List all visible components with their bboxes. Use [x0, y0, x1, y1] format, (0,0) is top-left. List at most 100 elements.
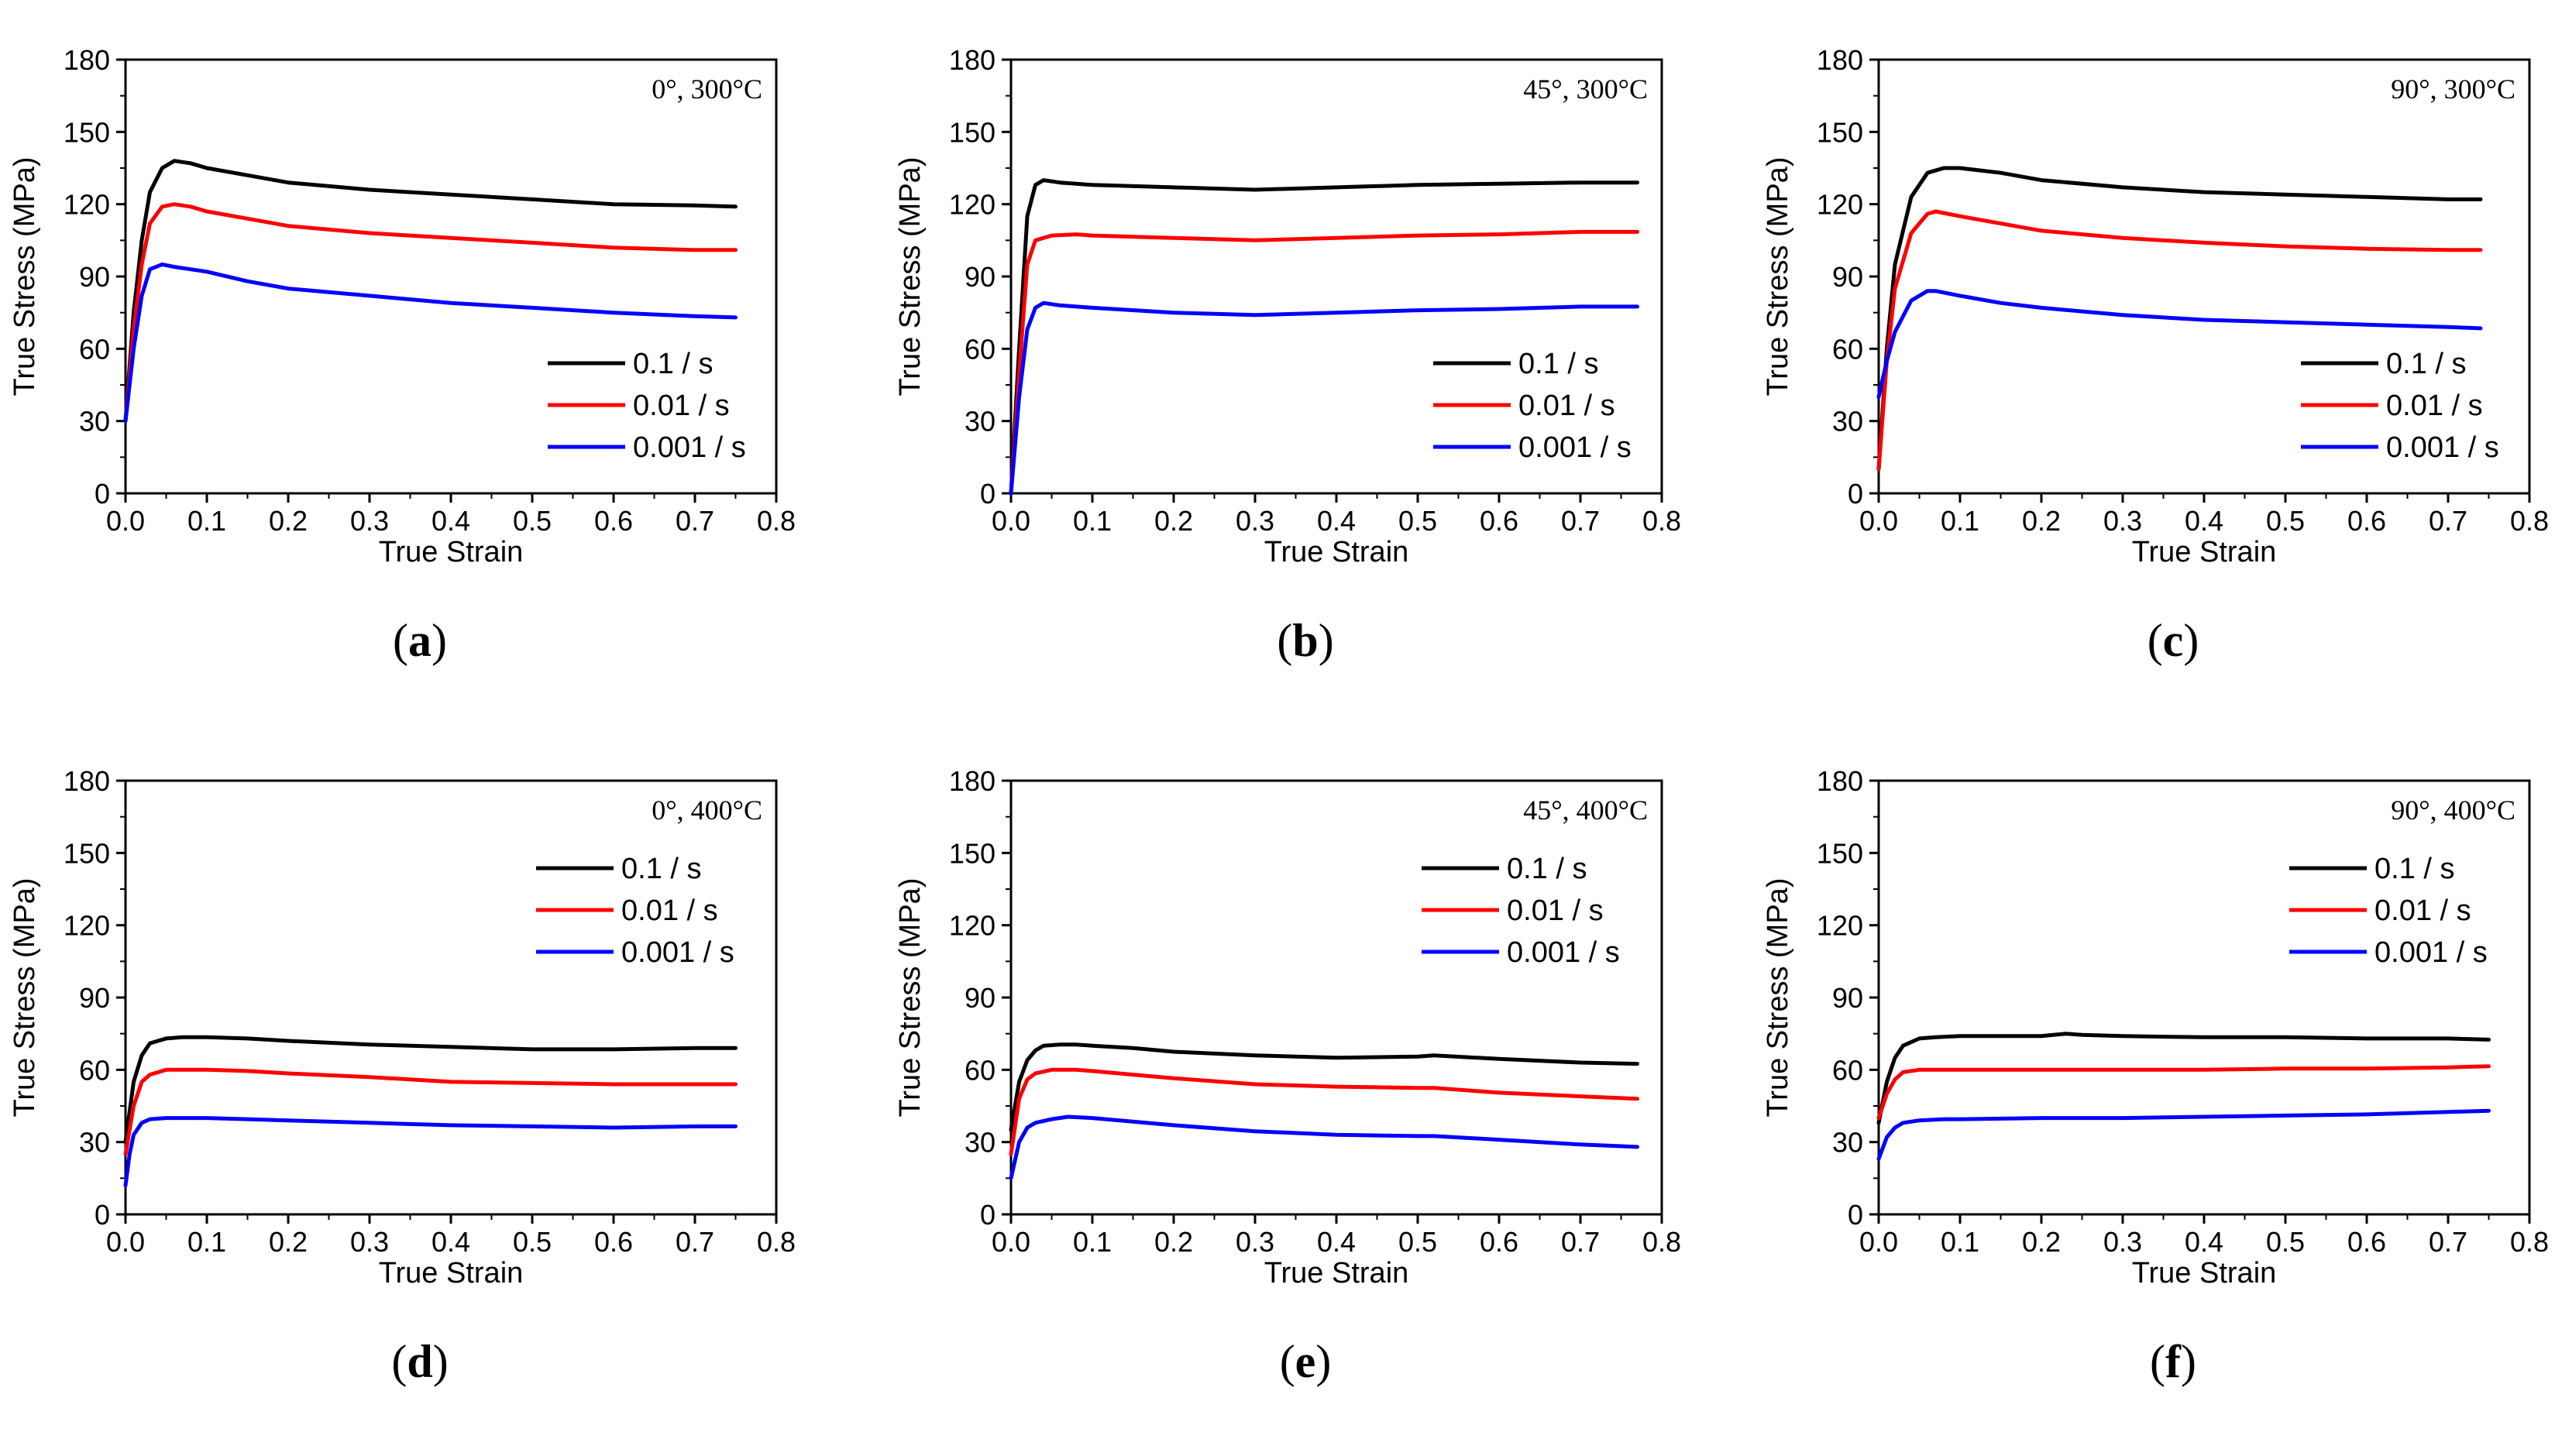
- y-tick-label: 90: [1832, 982, 1863, 1014]
- panel-label: (e): [1280, 1336, 1332, 1387]
- x-tick-label: 0.1: [187, 505, 226, 537]
- y-tick-label: 180: [1817, 765, 1863, 797]
- plot-frame: [1877, 779, 2531, 1216]
- legend-label: 0.01 / s: [633, 390, 730, 422]
- x-tick-label: 0.2: [2022, 505, 2061, 537]
- y-tick-label: 120: [949, 189, 996, 221]
- series-line-0.1s: [1876, 1032, 2491, 1125]
- x-tick-label: 0.4: [2185, 505, 2223, 537]
- legend-label: 0.01 / s: [2386, 390, 2483, 422]
- x-tick-label: 0.3: [350, 1226, 389, 1258]
- y-tick-label: 150: [949, 116, 996, 148]
- x-tick-label: 0.8: [2510, 1226, 2549, 1258]
- y-axis-title: True Stress (MPa): [894, 878, 927, 1118]
- series-line-0.001s: [123, 1116, 738, 1188]
- y-tick-label: 180: [949, 44, 996, 76]
- x-axis-title: True Strain: [2132, 536, 2277, 568]
- y-tick-label: 60: [1832, 1054, 1863, 1086]
- chart-panel-b: 0.0 0.1 0.2 0.3 0.4 0.5 0.6 0.7 0.8 0 30 60 90 120 150…: [894, 44, 1681, 666]
- chart-panel-e: 0.0 0.1 0.2 0.3 0.4 0.5 0.6 0.7 0.8 0 30 60 90 120 150…: [894, 765, 1681, 1387]
- x-tick-label: 0.6: [1480, 1226, 1518, 1258]
- condition-annotation: 0°, 400°C: [652, 795, 762, 826]
- chart-panel-a: 0.0 0.1 0.2 0.3 0.4 0.5 0.6 0.7 0.8 0 30 60 90 120 150…: [9, 44, 796, 666]
- legend-label: 0.01 / s: [621, 895, 718, 927]
- y-tick-label: 30: [79, 406, 110, 438]
- x-tick-label: 0.5: [2266, 1226, 2305, 1258]
- legend-label: 0.1 / s: [2374, 853, 2455, 885]
- legend-label: 0.1 / s: [633, 348, 714, 380]
- y-tick-label: 90: [1832, 261, 1863, 293]
- series-line-0.01s: [1876, 209, 2483, 472]
- y-tick-label: 150: [64, 837, 110, 869]
- x-tick-label: 0.0: [106, 1226, 145, 1258]
- panel-label: (f): [2150, 1336, 2196, 1387]
- x-tick-label: 0.3: [2103, 1226, 2142, 1258]
- series-line-0.01s: [1009, 229, 1639, 496]
- y-tick-label: 60: [965, 1054, 996, 1086]
- x-axis-title: True Strain: [379, 1257, 524, 1289]
- legend-label: 0.1 / s: [621, 853, 702, 885]
- legend-label: 0.001 / s: [1507, 936, 1620, 969]
- y-tick-label: 0: [1848, 478, 1863, 510]
- legend-label: 0.1 / s: [1507, 853, 1587, 885]
- plot-frame: [1009, 779, 1663, 1216]
- x-tick-label: 0.4: [1317, 1226, 1356, 1258]
- y-tick-label: 150: [949, 837, 996, 869]
- x-tick-label: 0.3: [1236, 505, 1274, 537]
- series-line-0.01s: [123, 202, 738, 424]
- legend-label: 0.001 / s: [621, 936, 734, 969]
- x-tick-label: 0.8: [1642, 1226, 1681, 1258]
- plot-frame: [1009, 58, 1663, 495]
- x-tick-label: 0.7: [2429, 505, 2467, 537]
- y-tick-label: 30: [965, 1127, 996, 1159]
- x-tick-label: 0.1: [187, 1226, 226, 1258]
- legend-label: 0.001 / s: [633, 431, 746, 464]
- x-tick-label: 0.2: [269, 1226, 308, 1258]
- x-tick-label: 0.0: [992, 1226, 1030, 1258]
- y-tick-label: 60: [79, 1054, 110, 1086]
- series-line-0.001s: [1009, 300, 1639, 496]
- x-tick-label: 0.5: [1398, 1226, 1437, 1258]
- x-tick-label: 0.3: [350, 505, 389, 537]
- legend-label: 0.001 / s: [2374, 936, 2488, 969]
- legend-label: 0.001 / s: [2386, 431, 2499, 464]
- y-tick-label: 120: [64, 189, 110, 221]
- y-tick-label: 120: [64, 910, 110, 942]
- x-tick-label: 0.1: [1073, 505, 1112, 537]
- y-axis-title: True Stress (MPa): [1762, 157, 1794, 397]
- series-line-0.001s: [1876, 1108, 2491, 1161]
- chart-panel-f: 0.0 0.1 0.2 0.3 0.4 0.5 0.6 0.7 0.8 0 30 60 90 120 150…: [1762, 765, 2549, 1387]
- y-tick-label: 120: [949, 910, 996, 942]
- y-tick-label: 120: [1817, 189, 1863, 221]
- x-tick-label: 0.2: [1154, 505, 1193, 537]
- y-axis-title: True Stress (MPa): [894, 157, 927, 397]
- condition-annotation: 90°, 400°C: [2391, 795, 2515, 826]
- x-tick-label: 0.1: [1941, 505, 1979, 537]
- y-tick-label: 90: [965, 982, 996, 1014]
- x-tick-label: 0.8: [2510, 505, 2549, 537]
- y-tick-label: 0: [980, 1199, 996, 1231]
- panel-label: (b): [1277, 615, 1333, 666]
- x-tick-label: 0.7: [1561, 505, 1600, 537]
- plot-frame: [124, 779, 778, 1216]
- x-tick-label: 0.2: [269, 505, 308, 537]
- y-tick-label: 60: [965, 333, 996, 365]
- x-tick-label: 0.7: [2429, 1226, 2467, 1258]
- x-tick-label: 0.0: [106, 505, 145, 537]
- series-line-0.01s: [1876, 1064, 2491, 1121]
- y-tick-label: 30: [1832, 1127, 1863, 1159]
- series-line-0.001s: [1876, 289, 2483, 400]
- y-tick-label: 90: [79, 982, 110, 1014]
- y-tick-label: 0: [1848, 1199, 1863, 1231]
- condition-annotation: 90°, 300°C: [2391, 74, 2515, 105]
- x-tick-label: 0.3: [2103, 505, 2142, 537]
- y-tick-label: 150: [64, 116, 110, 148]
- series-line-0.001s: [1009, 1114, 1639, 1180]
- plot-frame: [1877, 58, 2531, 495]
- y-tick-label: 180: [949, 765, 996, 797]
- legend-label: 0.001 / s: [1518, 431, 1632, 464]
- legend-label: 0.1 / s: [1518, 348, 1599, 380]
- y-tick-label: 0: [980, 478, 996, 510]
- x-axis-title: True Strain: [2132, 1257, 2277, 1289]
